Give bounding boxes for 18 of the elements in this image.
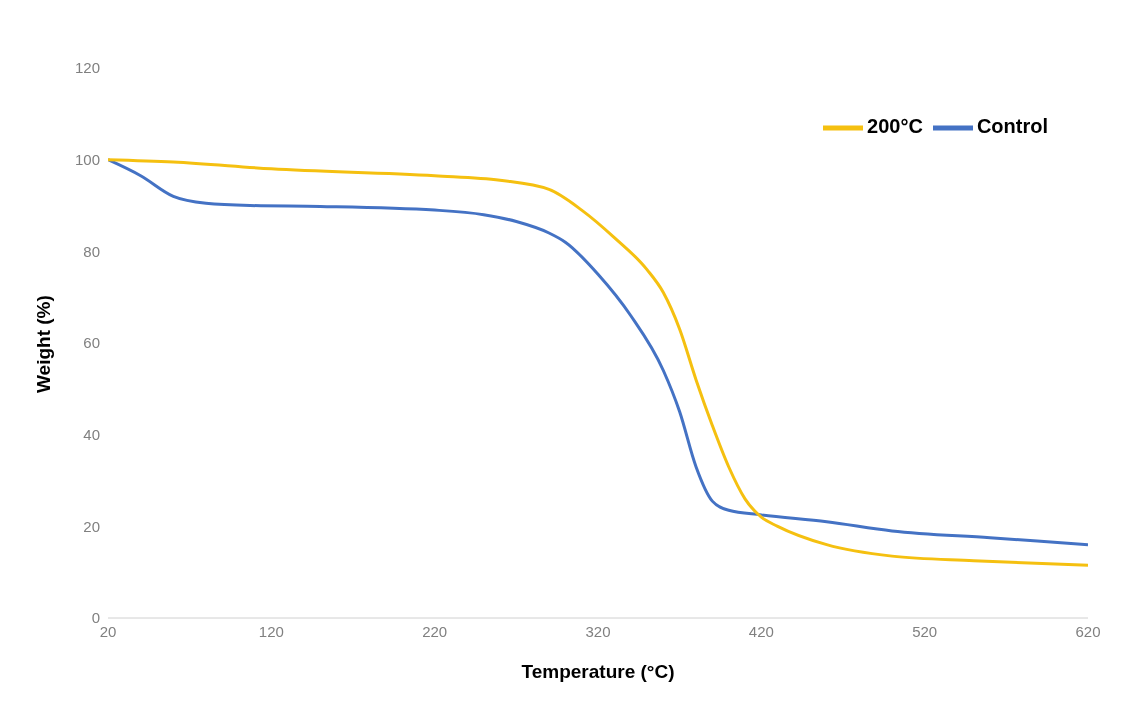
legend-label: Control [976,115,1048,138]
x-tick-label: 520 [912,622,938,640]
x-tick-label: 620 [1075,622,1101,640]
y-tick-label: 80 [83,242,100,260]
y-tick-label: 20 [83,517,100,535]
x-tick-label: 420 [748,622,774,640]
y-tick-label: 100 [74,150,100,168]
x-tick-label: 220 [422,622,448,640]
x-tick-label: 20 [99,622,117,640]
x-tick-label: 120 [258,622,284,640]
y-axis-title: Weight (%) [32,295,54,393]
y-tick-label: 60 [83,334,100,352]
legend-label: 200°C [867,115,923,138]
y-tick-label: 0 [91,609,100,627]
x-axis-title: Temperature (°C) [521,661,675,682]
y-tick-label: 40 [83,425,100,443]
y-tick-label: 120 [74,59,100,77]
x-tick-label: 320 [585,622,611,640]
